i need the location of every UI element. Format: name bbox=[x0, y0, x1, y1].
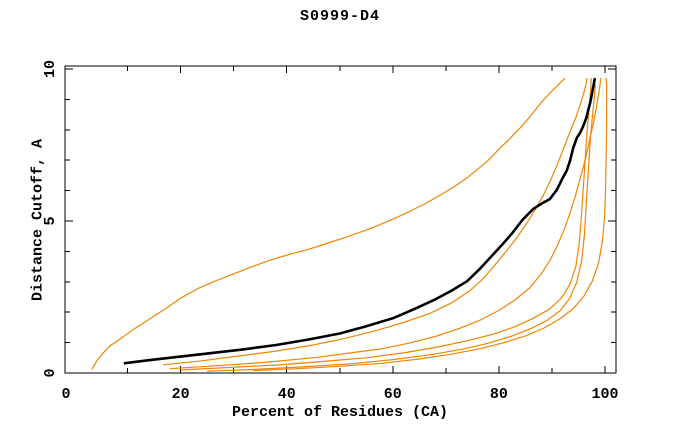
tick-label: 40 bbox=[278, 386, 296, 403]
series-orange-model-4 bbox=[180, 78, 592, 371]
tick-label: 10 bbox=[42, 60, 59, 78]
series-orange-model-1 bbox=[91, 77, 566, 370]
tick-label: 0 bbox=[61, 386, 70, 403]
data-series bbox=[91, 77, 608, 372]
tick-labels: 0 20 40 60 80 100 0 5 10 bbox=[42, 60, 619, 403]
tick-label: 100 bbox=[591, 386, 618, 403]
axis-ticks bbox=[65, 66, 616, 373]
series-orange-model-5 bbox=[207, 84, 597, 372]
x-axis-label: Percent of Residues (CA) bbox=[231, 404, 449, 421]
series-orange-model-3 bbox=[169, 78, 602, 370]
tick-label: 80 bbox=[490, 386, 508, 403]
series-black-reference bbox=[123, 77, 597, 365]
series-orange-model-6 bbox=[253, 78, 608, 372]
tick-label: 5 bbox=[42, 216, 59, 225]
y-axis-label: Distance Cutoff, A bbox=[29, 138, 47, 302]
tick-label: 20 bbox=[172, 386, 190, 403]
tick-label: 60 bbox=[384, 386, 402, 403]
tick-label: 0 bbox=[42, 368, 59, 377]
series-orange-model-2 bbox=[163, 77, 588, 366]
chart-title: S0999-D4 bbox=[299, 8, 380, 25]
plot-frame bbox=[64, 65, 617, 374]
